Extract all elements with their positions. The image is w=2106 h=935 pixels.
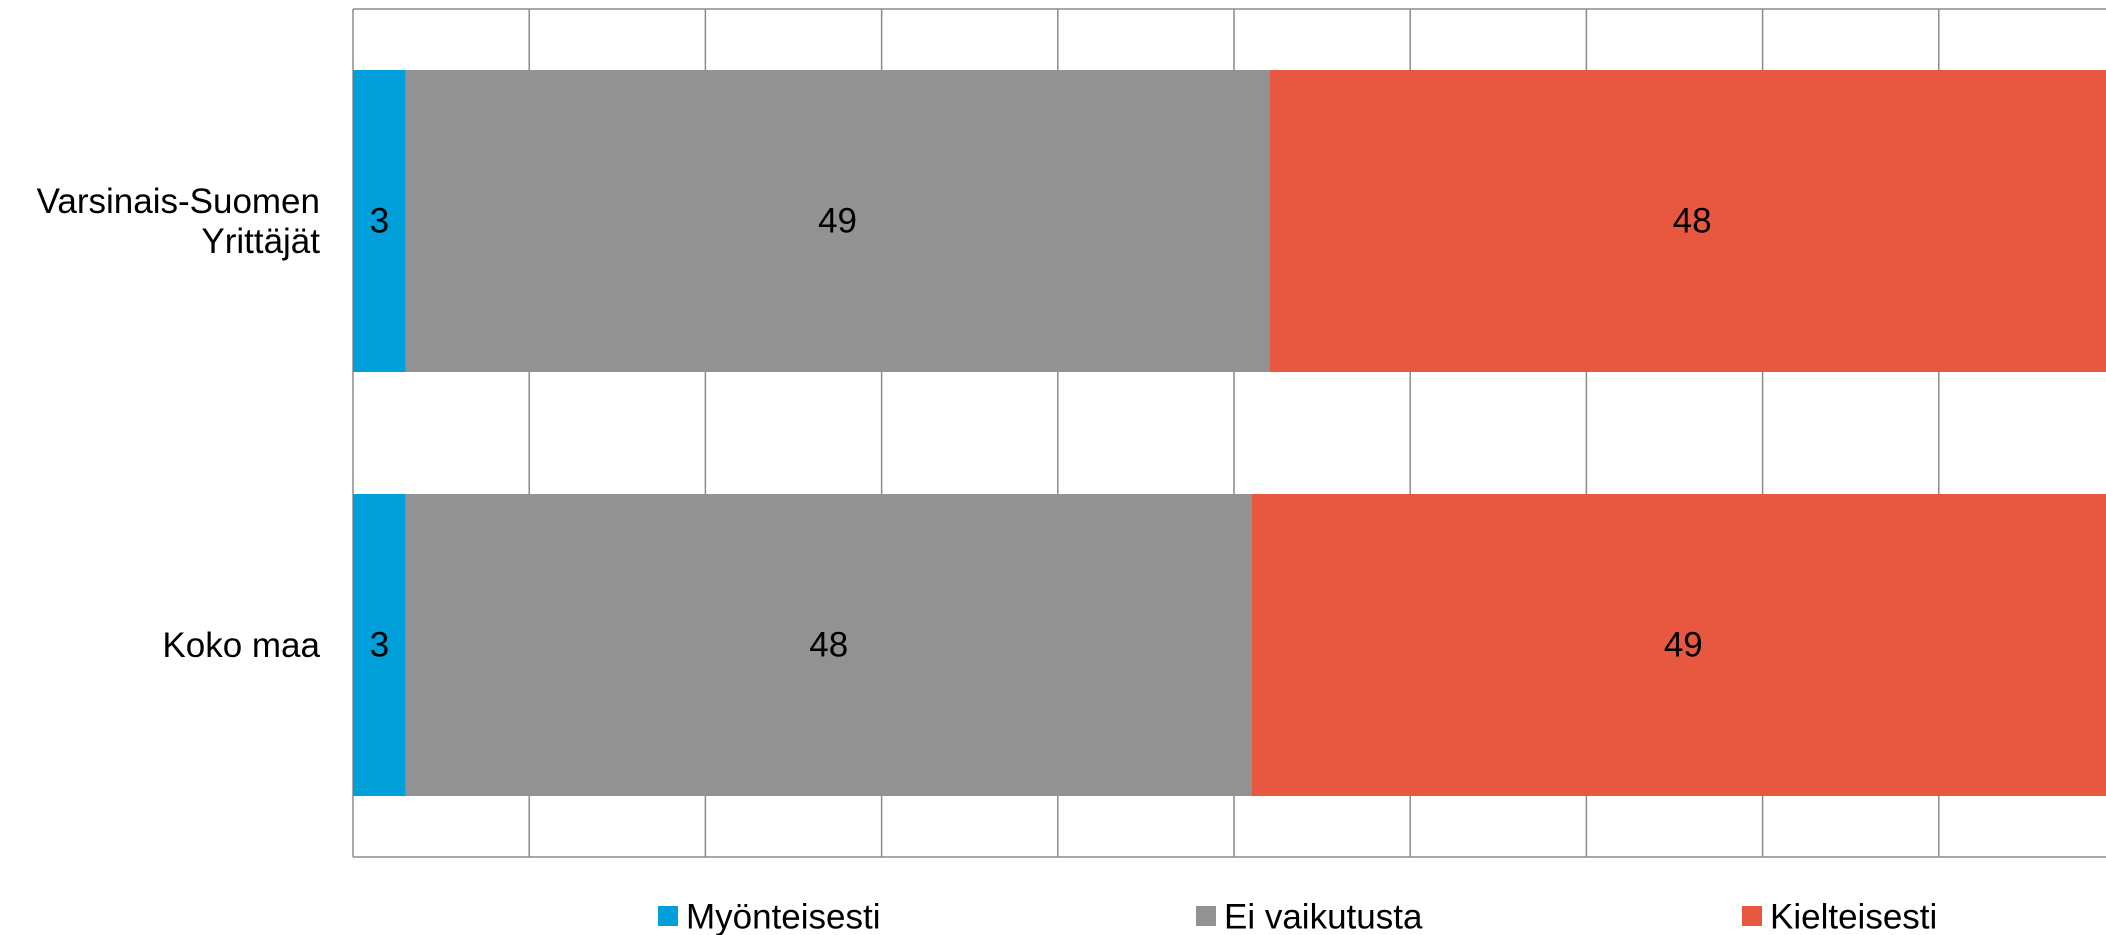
bar-segment: [405, 494, 1252, 796]
data-label: 3: [370, 202, 389, 241]
bars: [353, 70, 2106, 796]
bar-segment: [1269, 70, 2106, 372]
legend-swatch: [658, 906, 678, 926]
legend: Myönteisesti Ei vaikutusta Kielteisesti: [658, 898, 1937, 935]
data-labels: 3 49 48 3 48 49: [370, 202, 1712, 665]
category-label-line: Yrittäjät: [201, 222, 320, 261]
legend-label: Myönteisesti: [686, 898, 881, 935]
legend-label: Ei vaikutusta: [1224, 898, 1423, 935]
legend-swatch: [1742, 906, 1762, 926]
category-label-line: Varsinais-Suomen: [37, 182, 320, 221]
bar-segment: [353, 70, 406, 372]
data-label: 49: [1664, 626, 1703, 665]
bar-segment: [353, 494, 406, 796]
legend-label: Kielteisesti: [1770, 898, 1937, 935]
data-label: 48: [809, 626, 848, 665]
category-label: Varsinais-Suomen Yrittäjät: [37, 182, 321, 261]
data-label: 49: [818, 202, 857, 241]
bar-segment: [1251, 494, 2106, 796]
data-label: 3: [370, 626, 389, 665]
data-label: 48: [1673, 202, 1712, 241]
bar-segment: [405, 70, 1270, 372]
category-label: Koko maa: [162, 626, 320, 665]
category-labels: Varsinais-Suomen Yrittäjät Koko maa: [37, 182, 321, 665]
category-label-line: Koko maa: [162, 626, 320, 665]
legend-swatch: [1196, 906, 1216, 926]
